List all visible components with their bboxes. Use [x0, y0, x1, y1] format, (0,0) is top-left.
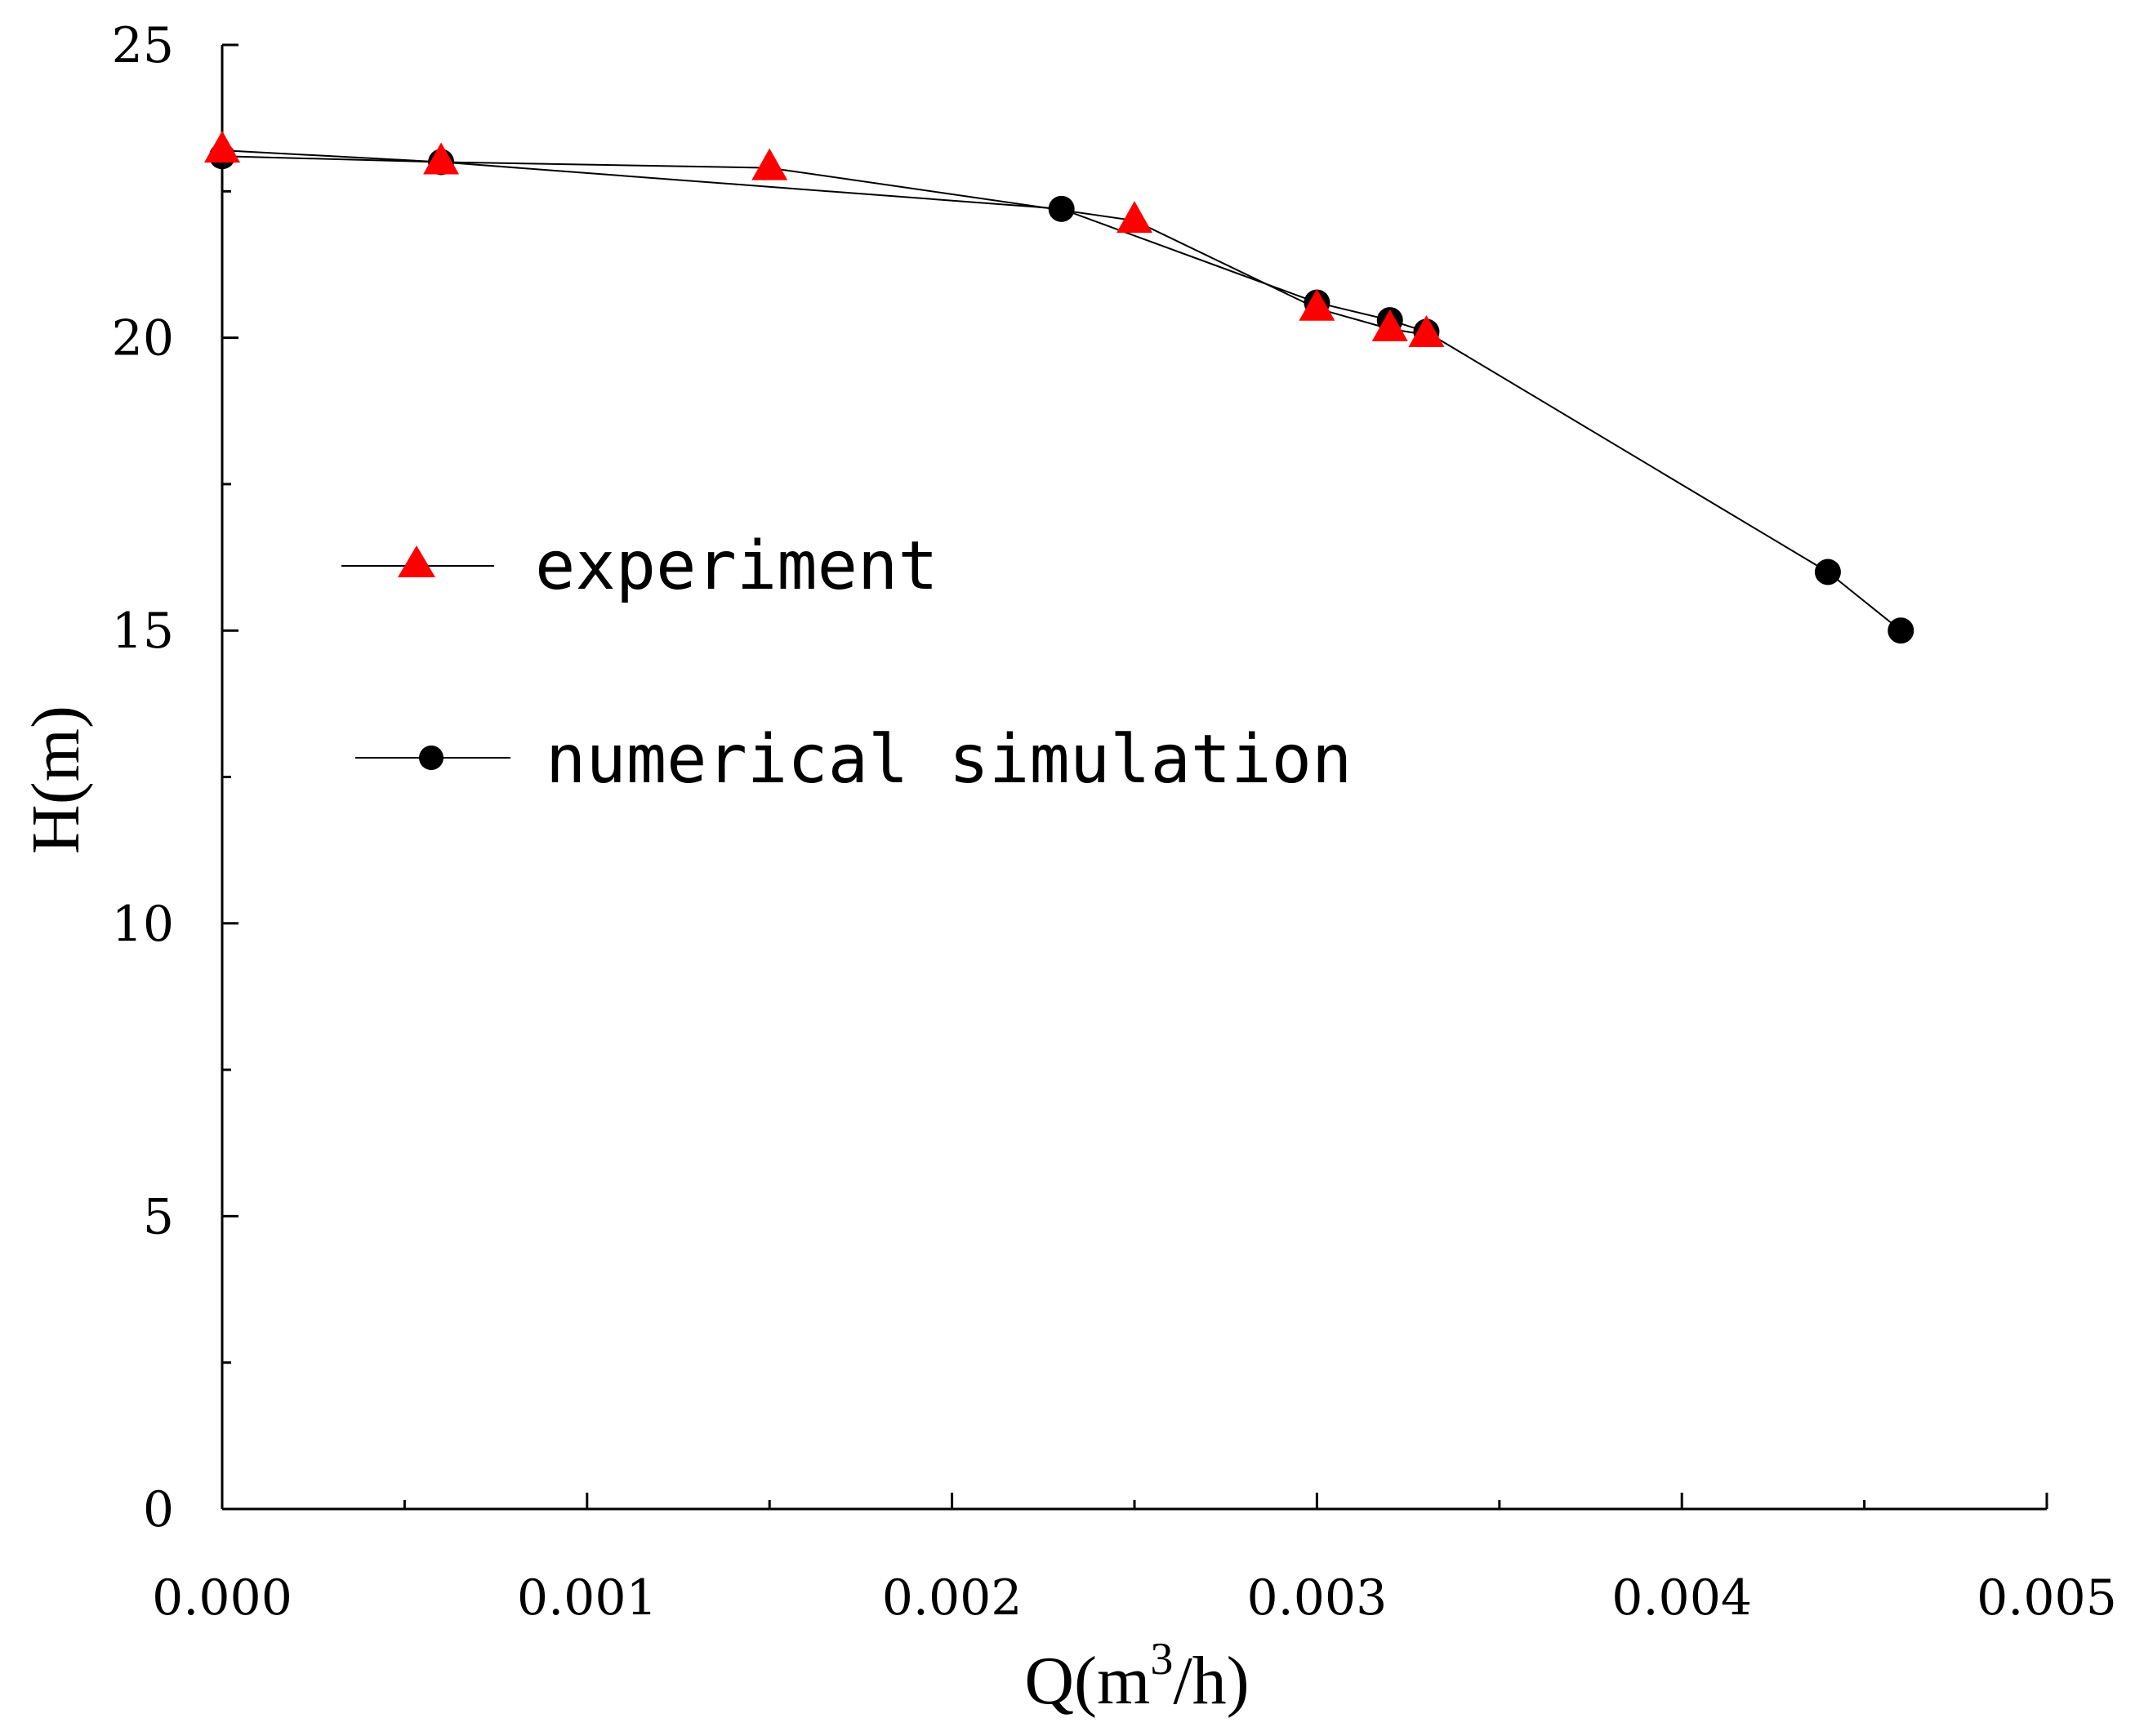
point-numerical-simulation: [1888, 617, 1914, 644]
x-axis-title-main: Q(m: [1024, 1643, 1150, 1719]
y-tick-label: 20: [112, 310, 174, 367]
x-tick-label: 0.004: [1611, 1569, 1752, 1627]
x-tick-label: 0.000: [152, 1569, 292, 1627]
point-numerical-simulation: [1814, 559, 1841, 585]
x-axis-title-tail: /h): [1173, 1643, 1249, 1719]
x-tick-label: 0.005: [1977, 1569, 2117, 1627]
series-line-numerical-simulation: [221, 155, 1901, 631]
y-tick-label: 25: [112, 17, 174, 74]
legend-entry-numerical-simulation: numerical simulation: [355, 721, 1352, 799]
x-tick-label: 0.002: [882, 1569, 1023, 1627]
legend-entry-experiment: experiment: [341, 527, 938, 605]
point-experiment: [1117, 201, 1152, 234]
x-axis-title: Q(m3/h): [1024, 1634, 1249, 1719]
legend-marker-numerical-simulation: [419, 746, 443, 770]
point-numerical-simulation: [1048, 195, 1075, 222]
point-experiment: [1408, 315, 1445, 348]
point-experiment: [423, 142, 460, 175]
point-experiment: [751, 148, 788, 180]
legend: experiment numerical simulation: [341, 527, 1352, 799]
y-tick-label: 10: [112, 896, 174, 953]
x-tick-label: 0.001: [517, 1569, 657, 1627]
ticks: 0.000 0.001 0.002 0.003 0.004 0.005 0 5 10 15 20 25: [112, 17, 2117, 1627]
x-tick-label: 0.003: [1247, 1569, 1388, 1627]
y-tick-label: 5: [143, 1188, 174, 1245]
y-tick-label: 15: [112, 603, 174, 660]
point-experiment: [1371, 309, 1408, 341]
y-tick-label: 0: [143, 1481, 174, 1538]
series-line-experiment: [221, 149, 1427, 336]
legend-label-experiment: experiment: [535, 527, 938, 605]
x-axis-title-sup: 3: [1150, 1634, 1173, 1685]
legend-label-numerical-simulation: numerical simulation: [546, 721, 1352, 799]
series-lines: [221, 149, 1901, 631]
point-experiment: [1299, 288, 1335, 321]
series-markers: [204, 131, 1914, 644]
y-axis-title: H(m): [18, 706, 94, 854]
legend-marker-experiment: [398, 545, 435, 577]
point-experiment: [204, 131, 240, 163]
